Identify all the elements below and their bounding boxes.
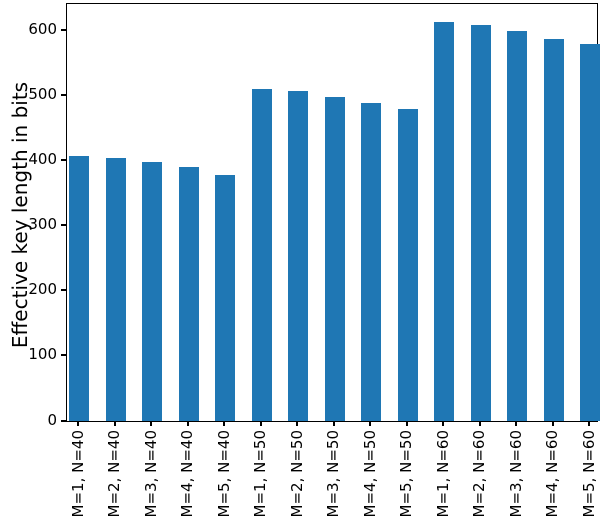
x-tick-mark <box>551 422 554 426</box>
bar <box>434 22 454 421</box>
y-tick-label: 600 <box>28 19 57 38</box>
x-tick-mark <box>296 422 298 426</box>
bar <box>251 89 272 421</box>
x-tick-mark <box>405 422 408 426</box>
x-tick-mark <box>369 422 371 426</box>
x-tick-mark <box>332 422 335 426</box>
x-tick-mark <box>588 422 590 426</box>
bar <box>288 91 308 421</box>
bar <box>397 108 418 421</box>
y-tick-label: 0 <box>47 410 57 429</box>
y-tick-label: 100 <box>28 345 57 364</box>
x-tick-mark <box>150 422 152 426</box>
y-tick-mark <box>61 93 66 96</box>
y-tick-mark <box>61 419 66 422</box>
bar <box>543 38 564 421</box>
y-tick-label: 300 <box>28 215 57 234</box>
y-tick-mark <box>61 354 66 357</box>
x-tick-mark <box>77 422 79 426</box>
bar <box>215 174 235 421</box>
bar <box>105 158 126 421</box>
bar <box>507 30 527 421</box>
y-tick-label: 200 <box>28 280 57 299</box>
x-tick-mark <box>186 422 189 426</box>
bar <box>69 156 89 421</box>
bar <box>470 24 491 421</box>
x-tick-mark <box>113 422 116 426</box>
bar <box>142 162 162 421</box>
x-tick-mark <box>259 422 262 426</box>
bar <box>324 96 345 421</box>
y-tick-mark <box>61 289 66 292</box>
bar <box>361 103 381 421</box>
y-tick-label: 400 <box>28 149 57 168</box>
bar <box>580 44 600 421</box>
y-tick-label: 500 <box>28 84 57 103</box>
y-tick-mark <box>61 28 66 31</box>
bar <box>178 166 199 421</box>
plot-area <box>66 3 600 422</box>
x-tick-mark <box>515 422 517 426</box>
y-tick-mark <box>61 158 66 161</box>
x-tick-mark <box>442 422 444 426</box>
x-tick-mark <box>223 422 225 426</box>
x-tick-mark <box>478 422 481 426</box>
y-tick-mark <box>61 224 66 227</box>
